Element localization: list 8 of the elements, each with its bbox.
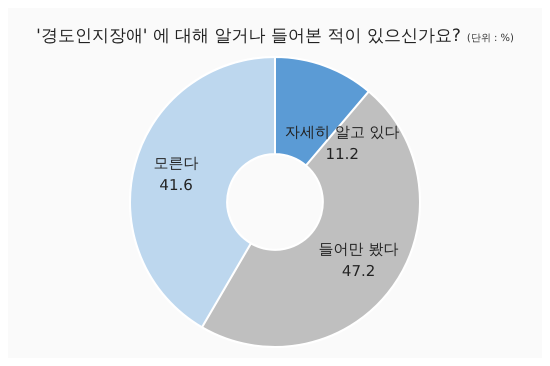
chart-title: '경도인지장애' 에 대해 알거나 들어본 적이 있으신가요? (36, 25, 461, 47)
slice-label: 모른다 (154, 154, 199, 172)
slice-label: 들어만 봤다 (318, 240, 399, 258)
data-label: 47.2 (342, 262, 376, 280)
slice-label: 자세히 알고 있다 (284, 122, 400, 141)
data-label: 41.6 (159, 176, 193, 194)
text: (단위 : %) (466, 32, 514, 45)
data-label: 11.2 (326, 144, 359, 163)
